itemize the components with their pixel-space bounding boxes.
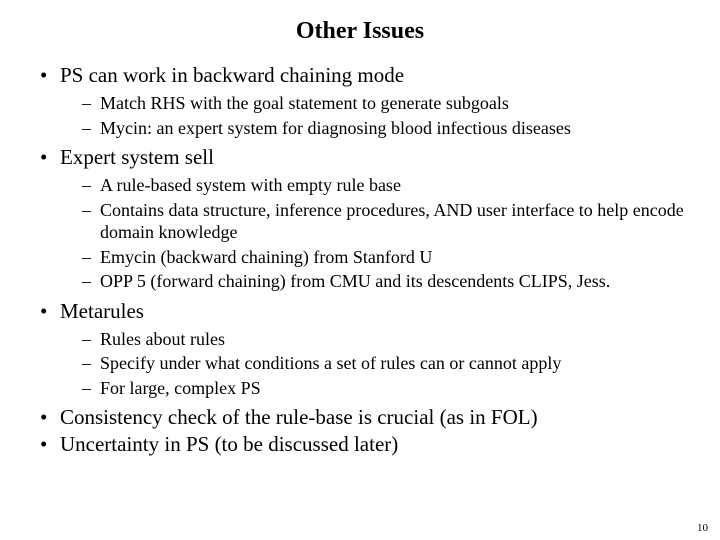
bullet-text: PS can work in backward chaining mode [60, 63, 404, 87]
bullet-item: Expert system sell A rule-based system w… [40, 145, 690, 293]
sub-bullet-list: Match RHS with the goal statement to gen… [60, 92, 690, 139]
page-number: 10 [697, 522, 708, 534]
sub-bullet-item: Emycin (backward chaining) from Stanford… [82, 246, 690, 269]
bullet-text: Expert system sell [60, 145, 214, 169]
bullet-text: Consistency check of the rule-base is cr… [60, 405, 538, 429]
sub-bullet-item: Rules about rules [82, 328, 690, 351]
sub-bullet-item: A rule-based system with empty rule base [82, 174, 690, 197]
bullet-item: Metarules Rules about rules Specify unde… [40, 299, 690, 400]
bullet-text: Uncertainty in PS (to be discussed later… [60, 432, 398, 456]
slide-title: Other Issues [30, 18, 690, 45]
sub-bullet-item: Specify under what conditions a set of r… [82, 352, 690, 375]
sub-bullet-item: Mycin: an expert system for diagnosing b… [82, 117, 690, 140]
bullet-item: Uncertainty in PS (to be discussed later… [40, 432, 690, 457]
sub-bullet-item: For large, complex PS [82, 377, 690, 400]
sub-bullet-list: Rules about rules Specify under what con… [60, 328, 690, 400]
bullet-text: Metarules [60, 299, 144, 323]
bullet-list: PS can work in backward chaining mode Ma… [30, 63, 690, 457]
bullet-item: PS can work in backward chaining mode Ma… [40, 63, 690, 139]
sub-bullet-item: Match RHS with the goal statement to gen… [82, 92, 690, 115]
bullet-item: Consistency check of the rule-base is cr… [40, 405, 690, 430]
sub-bullet-item: Contains data structure, inference proce… [82, 199, 690, 244]
sub-bullet-list: A rule-based system with empty rule base… [60, 174, 690, 293]
sub-bullet-item: OPP 5 (forward chaining) from CMU and it… [82, 270, 690, 293]
